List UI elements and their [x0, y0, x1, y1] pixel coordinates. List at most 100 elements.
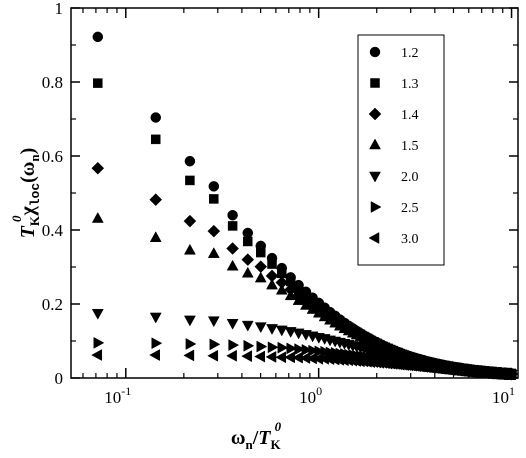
- legend-marker-diamond: [368, 107, 382, 121]
- data-point-series-3.0: [149, 349, 160, 361]
- data-point-series-2.5: [93, 336, 105, 349]
- data-point-series-1.5: [149, 231, 162, 243]
- legend-label: 1.3: [401, 77, 419, 92]
- data-point-series-1.2: [242, 227, 254, 239]
- y-axis-title-T-sup: 0: [9, 215, 24, 222]
- legend-marker-triangle-down: [369, 171, 381, 183]
- x-axis-title-omega: ω: [231, 427, 246, 449]
- x-tick-label-exponent: 1: [509, 384, 515, 398]
- y-tick-label: 0.6: [42, 147, 63, 166]
- data-point-series-1.5: [275, 283, 288, 295]
- data-point-series-2.5: [301, 343, 313, 356]
- legend-marker-square: [370, 78, 380, 88]
- legend-label: 1.5: [401, 139, 419, 154]
- data-point-series-1.2: [150, 112, 161, 123]
- x-axis-title-T-sup: 0: [275, 419, 282, 434]
- data-markers: [91, 31, 519, 381]
- data-point-series-2.5: [151, 337, 163, 350]
- data-point-series-1.2: [300, 286, 312, 298]
- data-point-series-1.4: [254, 260, 268, 273]
- data-point-series-2.0: [207, 316, 220, 328]
- data-point-series-2.5: [267, 341, 279, 354]
- x-axis-title-T: T: [258, 427, 271, 449]
- y-tick-label: 0: [55, 369, 64, 388]
- data-point-series-2.5: [228, 339, 240, 351]
- x-axis-title: ωn/TK 0: [231, 419, 282, 452]
- y-tick-label: 0.2: [42, 295, 63, 314]
- data-point-series-2.5: [209, 338, 221, 351]
- y-axis-title-T-sub: K: [27, 215, 42, 226]
- data-point-series-1.3: [150, 134, 161, 145]
- x-tick-label-base: 10: [492, 388, 509, 407]
- y-axis-title-chi: χ: [17, 206, 39, 217]
- data-point-series-1.2: [266, 252, 278, 264]
- x-axis-title-omega-sub: n: [245, 437, 253, 452]
- y-axis-title-paren-open: (: [17, 176, 39, 183]
- data-point-series-3.0: [265, 350, 277, 363]
- data-point-series-1.5: [226, 259, 239, 271]
- data-point-series-3.0: [254, 350, 266, 363]
- data-point-series-2.0: [91, 309, 104, 320]
- data-point-series-1.3: [227, 221, 238, 231]
- data-point-series-1.5: [266, 278, 278, 290]
- legend-marker-triangle-up: [369, 138, 381, 150]
- x-tick-label-exponent: -1: [121, 384, 131, 398]
- data-point-series-2.5: [185, 338, 197, 350]
- data-point-series-1.5: [91, 212, 104, 223]
- data-point-series-1.2: [255, 240, 267, 252]
- data-point-series-1.2: [285, 272, 296, 283]
- legend-marker-triangle-left: [368, 232, 380, 244]
- data-point-series-1.4: [207, 224, 221, 238]
- data-point-series-1.3: [185, 175, 195, 186]
- data-point-series-2.5: [277, 341, 289, 354]
- legend-label: 2.5: [401, 201, 419, 216]
- data-point-series-1.2: [227, 209, 238, 221]
- data-point-series-1.2: [184, 155, 196, 167]
- legend-marker-triangle-right: [370, 201, 382, 213]
- data-point-series-1.4: [275, 276, 289, 289]
- data-point-series-2.0: [183, 315, 196, 327]
- legend-label: 2.0: [401, 170, 419, 185]
- data-point-series-2.0: [275, 325, 288, 337]
- y-axis-title: TK0χloc(ωn): [9, 148, 43, 239]
- data-point-series-2.0: [254, 322, 267, 334]
- legend-label: 1.2: [401, 46, 419, 61]
- data-point-series-2.5: [243, 339, 255, 352]
- data-point-series-2.0: [149, 312, 162, 324]
- data-point-series-2.5: [294, 343, 306, 356]
- data-point-series-3.0: [183, 349, 195, 362]
- x-axis-title-T-sub: K: [271, 437, 282, 452]
- data-point-series-3.0: [226, 349, 237, 362]
- y-axis-title-paren-close: ): [17, 148, 39, 155]
- data-point-series-1.3: [93, 78, 103, 88]
- y-axis-title-omega-sub: n: [27, 154, 42, 162]
- data-point-series-1.2: [208, 181, 220, 192]
- data-point-series-1.4: [91, 161, 105, 175]
- x-tick-label-exponent: 0: [316, 384, 322, 398]
- data-point-series-2.5: [308, 344, 320, 357]
- data-point-series-2.0: [226, 318, 239, 330]
- y-axis-ticks: 0 0.2 0.4 0.6 0.8 1: [42, 0, 518, 388]
- data-point-series-1.4: [265, 269, 279, 283]
- x-tick-label-base: 10: [104, 388, 121, 407]
- data-point-series-1.4: [183, 214, 197, 228]
- data-point-series-1.2: [92, 31, 104, 43]
- y-axis-title-T: T: [17, 225, 39, 238]
- data-point-series-1.5: [241, 266, 254, 278]
- y-tick-label: 1: [55, 0, 64, 18]
- x-tick-label: 101: [492, 384, 515, 407]
- legend-marker-circle: [369, 46, 381, 58]
- data-point-series-1.2: [276, 262, 288, 274]
- legend-label: 3.0: [401, 232, 419, 247]
- y-tick-label: 0.4: [42, 221, 64, 240]
- data-point-series-3.0: [91, 349, 103, 361]
- data-point-series-1.4: [226, 242, 239, 255]
- data-point-series-1.4: [149, 193, 163, 207]
- data-point-series-2.5: [320, 345, 332, 358]
- data-point-series-3.0: [207, 349, 219, 362]
- x-tick-label-base: 10: [299, 388, 316, 407]
- legend-items: 1.2 1.3 1.4 1.5 2.0 2.5 3.0: [368, 46, 419, 247]
- data-point-series-1.3: [209, 194, 219, 204]
